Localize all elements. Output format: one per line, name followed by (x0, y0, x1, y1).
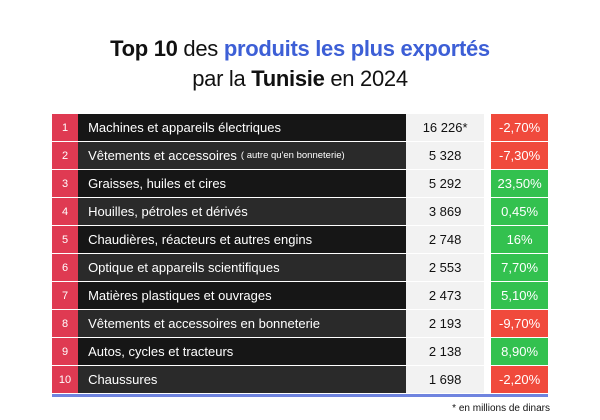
value-cell: 2 193 (406, 310, 484, 337)
title-year: en 2024 (330, 66, 408, 91)
rank-cell: 5 (52, 226, 79, 253)
table-row: 8 Vêtements et accessoires en bonneterie 2… (52, 310, 548, 338)
footnote: * en millions de dinars (452, 403, 550, 414)
product-name: Vêtements et accessoires (88, 148, 237, 163)
value-cell: 16 226* (406, 114, 484, 141)
product-name: Chaudières, réacteurs et autres engins (88, 232, 313, 247)
rank-cell: 2 (52, 142, 79, 169)
product-name: Matières plastiques et ouvrages (88, 288, 272, 303)
product-name-cell: Houilles, pétroles et dérivés (78, 198, 407, 225)
product-name: Machines et appareils électriques (88, 120, 281, 135)
change-cell: -7,30% (491, 142, 548, 169)
table-row: 7 Matières plastiques et ouvrages 2 473 5,1… (52, 282, 548, 310)
product-name: Houilles, pétroles et dérivés (88, 204, 248, 219)
rank-cell: 10 (52, 366, 79, 393)
change-cell: 0,45% (491, 198, 548, 225)
title-highlight: produits les plus exportés (223, 36, 490, 61)
product-name: Vêtements et accessoires en bonneterie (88, 316, 321, 331)
exports-table: 1 Machines et appareils électriques 16 226… (52, 114, 548, 394)
title-line-2: par la Tunisie en 2024 (0, 64, 600, 94)
title-country: Tunisie (251, 66, 325, 91)
change-cell: 23,50% (491, 170, 548, 197)
product-name-cell: Chaudières, réacteurs et autres engins (78, 226, 407, 253)
product-name: Graisses, huiles et cires (88, 176, 227, 191)
table-row: 9 Autos, cycles et tracteurs 2 138 8,90% (52, 338, 548, 366)
column-gap (483, 198, 492, 225)
product-name-cell: Vêtements et accessoires en bonneterie (78, 310, 407, 337)
value-cell: 5 292 (406, 170, 484, 197)
product-name-cell: Autos, cycles et tracteurs (78, 338, 407, 365)
value-cell: 2 473 (406, 282, 484, 309)
title-par-la: par la (192, 66, 246, 91)
table-row: 2 Vêtements et accessoires( autre qu'en b… (52, 142, 548, 170)
change-cell: -9,70% (491, 310, 548, 337)
product-name-cell: Graisses, huiles et cires (78, 170, 407, 197)
product-name: Optique et appareils scientifiques (88, 260, 280, 275)
product-name: Chaussures (88, 372, 158, 387)
change-cell: 7,70% (491, 254, 548, 281)
product-note: ( autre qu'en bonneterie) (240, 150, 345, 161)
column-gap (483, 254, 492, 281)
column-gap (483, 282, 492, 309)
value-cell: 2 553 (406, 254, 484, 281)
table-bottom-rule (52, 394, 548, 397)
column-gap (483, 366, 492, 393)
column-gap (483, 114, 492, 141)
table-row: 6 Optique et appareils scientifiques 2 553… (52, 254, 548, 282)
change-cell: 8,90% (491, 338, 548, 365)
rank-cell: 1 (52, 114, 79, 141)
column-gap (483, 170, 492, 197)
value-cell: 1 698 (406, 366, 484, 393)
table-row: 4 Houilles, pétroles et dérivés 3 869 0,45% (52, 198, 548, 226)
rank-cell: 8 (52, 310, 79, 337)
table-row: 1 Machines et appareils électriques 16 226… (52, 114, 548, 142)
change-cell: -2,70% (491, 114, 548, 141)
change-cell: 5,10% (491, 282, 548, 309)
product-name-cell: Vêtements et accessoires( autre qu'en bo… (78, 142, 407, 169)
product-name-cell: Optique et appareils scientifiques (78, 254, 407, 281)
rank-cell: 4 (52, 198, 79, 225)
column-gap (483, 310, 492, 337)
product-name: Autos, cycles et tracteurs (88, 344, 234, 359)
change-cell: -2,20% (491, 366, 548, 393)
title-top10: Top 10 (110, 36, 178, 61)
value-cell: 3 869 (406, 198, 484, 225)
product-name-cell: Machines et appareils électriques (78, 114, 407, 141)
table-row: 3 Graisses, huiles et cires 5 292 23,50% (52, 170, 548, 198)
column-gap (483, 142, 492, 169)
column-gap (483, 226, 492, 253)
value-cell: 2 748 (406, 226, 484, 253)
rank-cell: 3 (52, 170, 79, 197)
title-des: des (183, 36, 218, 61)
page-title: Top 10 des produits les plus exportés pa… (0, 34, 600, 94)
rank-cell: 6 (52, 254, 79, 281)
value-cell: 2 138 (406, 338, 484, 365)
rank-cell: 9 (52, 338, 79, 365)
product-name-cell: Chaussures (78, 366, 407, 393)
column-gap (483, 338, 492, 365)
change-cell: 16% (491, 226, 548, 253)
table-row: 10 Chaussures 1 698 -2,20% (52, 366, 548, 394)
product-name-cell: Matières plastiques et ouvrages (78, 282, 407, 309)
title-line-1: Top 10 des produits les plus exportés (0, 34, 600, 64)
rank-cell: 7 (52, 282, 79, 309)
value-cell: 5 328 (406, 142, 484, 169)
table-row: 5 Chaudières, réacteurs et autres engins 2… (52, 226, 548, 254)
